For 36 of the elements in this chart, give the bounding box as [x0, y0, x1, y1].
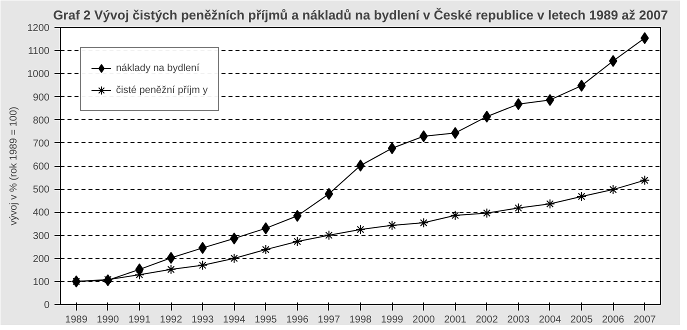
y-tick-label: 1000 [27, 69, 50, 80]
x-tick-label: 2000 [412, 314, 436, 326]
x-tick-label: 2004 [538, 314, 562, 326]
x-tick-label: 2001 [444, 314, 467, 326]
y-tick-label: 1100 [28, 46, 50, 58]
legend-label: náklady na bydlení [116, 62, 200, 74]
x-tick-label: 1992 [160, 314, 183, 326]
chart-title: Graf 2 Vývoj čistých peněžních příjmů a nákladů na bydlení v České republice v letech 1989 až 2007 [53, 8, 668, 22]
y-tick-label: 100 [32, 276, 50, 288]
x-tick-label: 2002 [476, 314, 498, 326]
x-tick-label: 1994 [223, 314, 246, 326]
x-tick-label: 1998 [349, 314, 372, 326]
x-tick-label: 2005 [570, 314, 594, 326]
y-tick-label: 900 [32, 92, 50, 104]
y-tick-label: 700 [32, 138, 50, 150]
y-tick-label: 800 [32, 115, 50, 126]
y-tick-label: 400 [32, 208, 50, 219]
x-tick-label: 1996 [286, 314, 309, 326]
legend-label: čisté peněžní příjm y [116, 84, 208, 96]
x-tick-label: 1997 [318, 314, 340, 326]
y-tick-label: 1200 [27, 23, 50, 34]
x-tick-label: 1990 [96, 314, 120, 326]
x-tick-label: 1999 [380, 314, 404, 326]
x-tick-label: 1991 [128, 314, 152, 326]
x-tick-label: 2006 [602, 314, 625, 326]
y-tick-label: 200 [32, 254, 50, 265]
y-tick-label: 500 [32, 184, 50, 196]
y-axis-title: vývoj v % (rok 1989 = 100) [8, 106, 20, 226]
x-tick-label: 2003 [507, 314, 530, 326]
y-tick-label: 600 [32, 162, 50, 172]
x-tick-label: 1993 [191, 314, 214, 326]
x-tick-label: 1995 [254, 314, 278, 326]
y-tick-label: 300 [32, 230, 50, 242]
x-tick-label: 1989 [65, 314, 88, 326]
x-tick-label: 2007 [634, 314, 656, 326]
y-tick-label: 0 [44, 300, 50, 311]
